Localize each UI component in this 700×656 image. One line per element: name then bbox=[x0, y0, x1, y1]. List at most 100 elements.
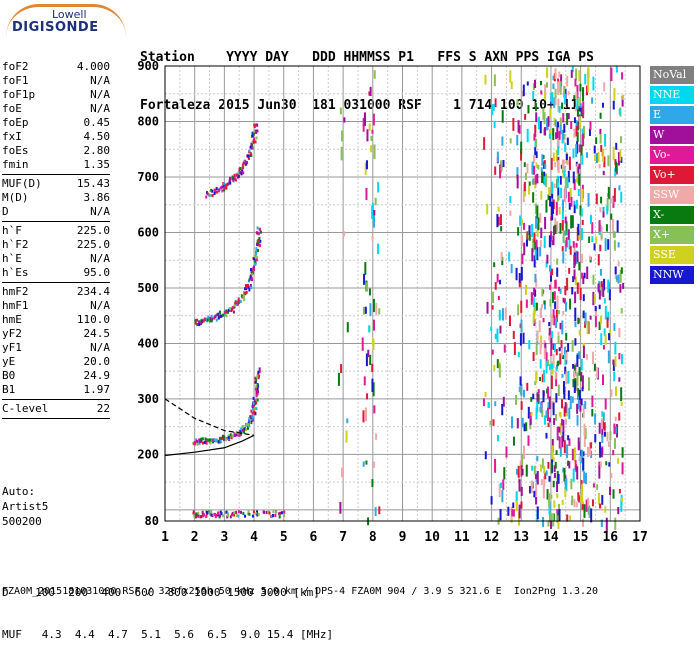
x-tick-label: 3 bbox=[220, 530, 228, 545]
noise-echo bbox=[533, 232, 536, 243]
noise-echo bbox=[561, 199, 564, 212]
noise-echo bbox=[512, 502, 515, 509]
noise-echo bbox=[582, 404, 585, 419]
noise-echo bbox=[531, 223, 534, 238]
noise-echo bbox=[536, 455, 539, 462]
noise-echo bbox=[599, 128, 602, 135]
noise-echo bbox=[562, 130, 565, 140]
noise-echo bbox=[568, 156, 571, 171]
noise-echo bbox=[579, 451, 582, 464]
noise-echo bbox=[543, 235, 546, 248]
noise-echo bbox=[620, 402, 623, 407]
noise-echo bbox=[554, 68, 557, 80]
trace-echo bbox=[254, 411, 257, 415]
noise-echo bbox=[543, 476, 546, 488]
noise-echo bbox=[608, 289, 611, 301]
noise-echo bbox=[588, 236, 591, 243]
y-tick-label: 900 bbox=[137, 59, 159, 73]
trace-echo bbox=[225, 510, 228, 514]
y-tick-label: 200 bbox=[137, 447, 159, 461]
noise-echo bbox=[569, 245, 572, 255]
param-name: h`E bbox=[2, 252, 22, 265]
noise-echo bbox=[500, 251, 503, 261]
noise-echo bbox=[547, 386, 550, 399]
noise-echo bbox=[526, 163, 529, 174]
trace-echo bbox=[252, 418, 255, 422]
noise-echo bbox=[566, 160, 569, 165]
trace-echo bbox=[237, 299, 240, 303]
noise-echo bbox=[549, 196, 552, 207]
trace-echo bbox=[254, 254, 257, 258]
noise-echo bbox=[374, 197, 377, 206]
noise-echo bbox=[558, 411, 561, 417]
noise-echo bbox=[520, 266, 523, 281]
noise-echo bbox=[520, 486, 523, 496]
noise-echo bbox=[343, 117, 346, 123]
noise-echo bbox=[543, 112, 546, 125]
trace-echo bbox=[252, 132, 255, 136]
noise-echo bbox=[497, 206, 500, 212]
noise-echo bbox=[516, 98, 519, 107]
y-tick-label: 400 bbox=[137, 336, 159, 350]
noise-echo bbox=[594, 154, 597, 162]
trace-echo bbox=[203, 317, 206, 321]
noise-echo bbox=[501, 404, 504, 416]
noise-echo bbox=[556, 295, 559, 310]
noise-echo bbox=[552, 513, 555, 527]
header: Station YYYY DAY DDD HHMMSS P1 FFS S AXN… bbox=[140, 18, 700, 130]
trace-echo bbox=[249, 145, 252, 149]
noise-echo bbox=[578, 282, 581, 290]
noise-echo bbox=[549, 108, 552, 118]
param-value: 24.9 bbox=[83, 369, 111, 382]
param-separator bbox=[2, 221, 110, 222]
trace-echo bbox=[192, 511, 195, 515]
noise-echo bbox=[579, 287, 582, 300]
noise-echo bbox=[553, 418, 556, 425]
noise-echo bbox=[554, 301, 557, 309]
noise-echo bbox=[569, 515, 572, 521]
noise-echo bbox=[566, 177, 569, 189]
noise-echo bbox=[501, 110, 504, 123]
trace-echo bbox=[198, 320, 201, 324]
noise-echo bbox=[565, 352, 568, 361]
noise-echo bbox=[530, 396, 533, 402]
trace-echo bbox=[255, 252, 258, 256]
noise-echo bbox=[545, 360, 548, 374]
noise-echo bbox=[524, 113, 527, 120]
noise-echo bbox=[541, 374, 544, 383]
noise-echo bbox=[482, 398, 485, 407]
noise-echo bbox=[538, 320, 541, 333]
noise-echo bbox=[571, 66, 574, 73]
noise-echo bbox=[517, 475, 520, 483]
auto-artist: Artist5 bbox=[2, 500, 49, 513]
trace-echo bbox=[217, 316, 220, 320]
trace-echo bbox=[221, 185, 224, 189]
noise-echo bbox=[620, 353, 623, 365]
noise-echo bbox=[618, 352, 621, 360]
noise-echo bbox=[600, 234, 603, 239]
noise-echo bbox=[578, 105, 581, 112]
noise-echo bbox=[551, 331, 554, 339]
noise-echo bbox=[527, 435, 530, 446]
noise-echo bbox=[591, 408, 594, 417]
trace-echo bbox=[237, 174, 240, 178]
trace-echo bbox=[250, 286, 253, 290]
noise-echo bbox=[368, 325, 371, 333]
noise-echo bbox=[364, 262, 367, 275]
trace-echo bbox=[225, 183, 228, 187]
noise-echo bbox=[620, 497, 623, 502]
noise-echo bbox=[579, 205, 582, 216]
noise-echo bbox=[337, 372, 340, 386]
noise-echo bbox=[609, 329, 612, 335]
noise-echo bbox=[604, 238, 607, 252]
trace-echo bbox=[209, 316, 212, 320]
noise-echo bbox=[575, 125, 578, 137]
trace-echo bbox=[252, 407, 255, 411]
noise-echo bbox=[570, 120, 573, 130]
trace-echo bbox=[229, 435, 232, 439]
noise-echo bbox=[577, 318, 580, 324]
trace-echo bbox=[209, 319, 212, 323]
x-tick-label: 2 bbox=[191, 530, 199, 545]
trace-echo bbox=[270, 514, 273, 518]
scaled-parameters-panel: foF2 4.000 foF1 N/A foF1p N/A foE N/A foEp 0.45 fx… bbox=[2, 60, 110, 421]
